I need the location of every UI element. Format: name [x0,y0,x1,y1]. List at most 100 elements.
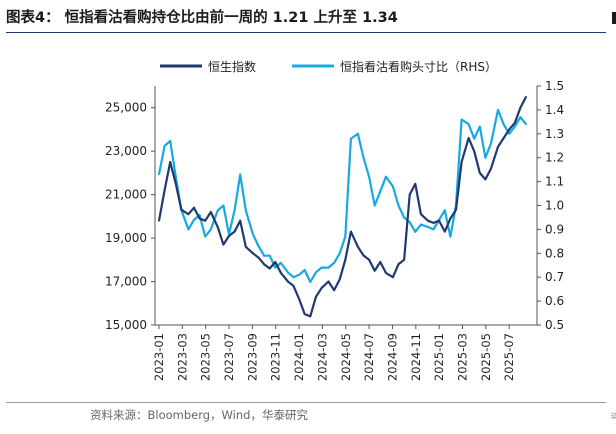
x-axis-tick-label: 2025-07 [502,333,516,381]
hsi-line-point [163,189,166,192]
title-underline [6,32,606,33]
x-axis-tick-label: 2023-09 [245,333,259,381]
hsi-line-point [350,230,352,233]
ratio-line-point [320,266,323,269]
ratio-line-point [309,281,312,283]
ratio-line-point [174,175,177,178]
hsi-line-point [344,258,347,261]
ratio-line-point [274,266,277,269]
ratio-line-point [473,137,476,140]
hsi-line-point [338,278,341,281]
hsi-line-point [513,122,516,124]
x-axis-tick-label: 2024-05 [339,333,353,381]
hsi-line-point [193,206,195,209]
ratio-line-point [252,233,254,236]
hsi-line-point [455,208,457,211]
left-axis-tick-label: 23,000 [105,144,147,158]
ratio-line-point [209,228,212,231]
hsi-line-point [303,313,306,315]
ratio-line [157,108,527,284]
hsi-line-point [244,245,247,248]
ratio-line-point [502,123,505,126]
x-axis-ticks: 2023-01 2023-03 2023-05 2023-07 2023-09 2023-… [152,325,516,381]
hsi-line-point [239,219,242,222]
ratio-line-point [373,204,376,207]
ratio-line-point [490,142,492,145]
hsi-line-point [233,230,236,233]
hsi-line-point [268,267,271,270]
hsi-line-point [222,243,225,246]
legend-label-hsi: 恒生指数 [208,59,256,74]
right-axis-tick-label: 1.4 [545,103,564,117]
hsi-line-point [484,178,487,181]
hsi-line-point [362,254,365,257]
hsi-line-point [525,96,527,98]
ratio-line-point [287,271,289,274]
ratio-line-point [344,235,347,238]
ratio-line-point [187,228,190,231]
x-axis-tick-label: 2024-09 [385,333,399,381]
hsi-line-point [216,226,219,229]
ratio-line-point [268,254,271,257]
right-axis-tick-label: 1.5 [545,79,564,93]
hsi-line-point [174,182,177,185]
hsi-line-point [385,272,387,274]
ratio-line-point [338,252,341,255]
hsi-line-point [287,280,289,283]
ratio-line-point [403,216,405,219]
right-axis-tick-label: 0.8 [545,246,564,260]
right-axis-tick-label: 1.3 [545,127,564,141]
hsi-line-point [432,222,435,224]
left-axis-tick-label: 15,000 [105,318,147,332]
right-axis-tick-label: 0.7 [545,270,564,284]
ratio-line-point [239,173,242,176]
hsi-line-point [169,161,172,163]
ratio-line-point [467,123,470,126]
ratio-line-point [216,209,219,212]
hsi-line-point [209,211,212,213]
source-divider [6,402,606,403]
hsi-line-point [392,276,394,279]
hsi-line-point [180,208,183,211]
hsi-line-point [467,137,470,140]
hsi-line-point [502,137,505,140]
ratio-line-point [263,254,265,257]
ratio-line-point [327,266,330,269]
right-axis-tick-label: 1.0 [545,199,564,213]
hsi-line-point [333,289,335,292]
line-chart: 恒生指数 恒指看沽看购头寸比（RHS） 15,000 17,000 19,000 21… [105,59,564,381]
hsi-line-point [327,280,330,283]
hsi-line-point [368,258,370,261]
ratio-line-point [357,132,359,135]
hsi-line-point [508,128,511,131]
hsi-line-point [449,217,452,220]
hsi-line-point [298,298,300,300]
ratio-line-point [519,116,522,118]
x-axis-tick-label: 2025-03 [455,333,469,381]
hsi-line-point [280,272,282,274]
hsi-line-point [427,219,429,222]
hsi-line-point [252,252,254,255]
hsi-line-point [204,219,207,222]
right-axis-tick-label: 1.2 [545,151,564,165]
x-axis-tick-label: 2024-07 [362,333,376,381]
hsi-line-point [490,167,492,170]
ratio-line-point [513,125,516,128]
ratio-line-point [193,218,195,221]
legend: 恒生指数 恒指看沽看购头寸比（RHS） [160,59,497,74]
ratio-line-point [508,132,511,135]
ratio-line-point [350,137,352,140]
x-axis-tick-label: 2025-05 [479,333,493,381]
x-axis-tick-label: 2023-03 [175,333,189,381]
ratio-line-point [414,230,417,233]
right-axis-tick-label: 0.6 [545,294,564,308]
ratio-line-point [333,262,335,264]
ratio-line-point [204,235,207,238]
hsi-line-point [420,213,422,216]
ratio-line-point [303,269,306,271]
hsi-line-point [158,219,160,222]
ratio-line-point [392,185,394,188]
ratio-line-point [158,173,160,176]
hsi-line-point [408,193,411,196]
hsi-line-point [357,245,359,248]
